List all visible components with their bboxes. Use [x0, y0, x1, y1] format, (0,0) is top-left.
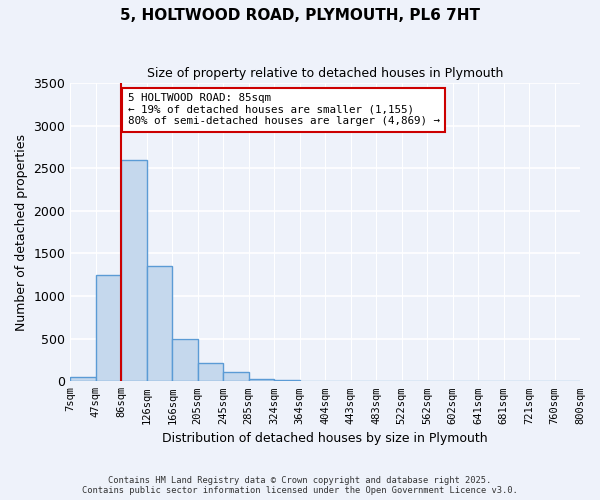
Bar: [223, 372, 248, 382]
Bar: [198, 364, 223, 382]
Bar: [172, 338, 198, 382]
X-axis label: Distribution of detached houses by size in Plymouth: Distribution of detached houses by size …: [163, 432, 488, 445]
Bar: [70, 377, 96, 382]
Bar: [121, 160, 147, 382]
Text: Contains HM Land Registry data © Crown copyright and database right 2025.
Contai: Contains HM Land Registry data © Crown c…: [82, 476, 518, 495]
Y-axis label: Number of detached properties: Number of detached properties: [15, 134, 28, 330]
Text: 5 HOLTWOOD ROAD: 85sqm
← 19% of detached houses are smaller (1,155)
80% of semi-: 5 HOLTWOOD ROAD: 85sqm ← 19% of detached…: [128, 94, 440, 126]
Bar: [96, 275, 121, 382]
Text: 5, HOLTWOOD ROAD, PLYMOUTH, PL6 7HT: 5, HOLTWOOD ROAD, PLYMOUTH, PL6 7HT: [120, 8, 480, 22]
Title: Size of property relative to detached houses in Plymouth: Size of property relative to detached ho…: [147, 68, 503, 80]
Bar: [248, 378, 274, 382]
Bar: [274, 380, 299, 382]
Bar: [147, 266, 172, 382]
